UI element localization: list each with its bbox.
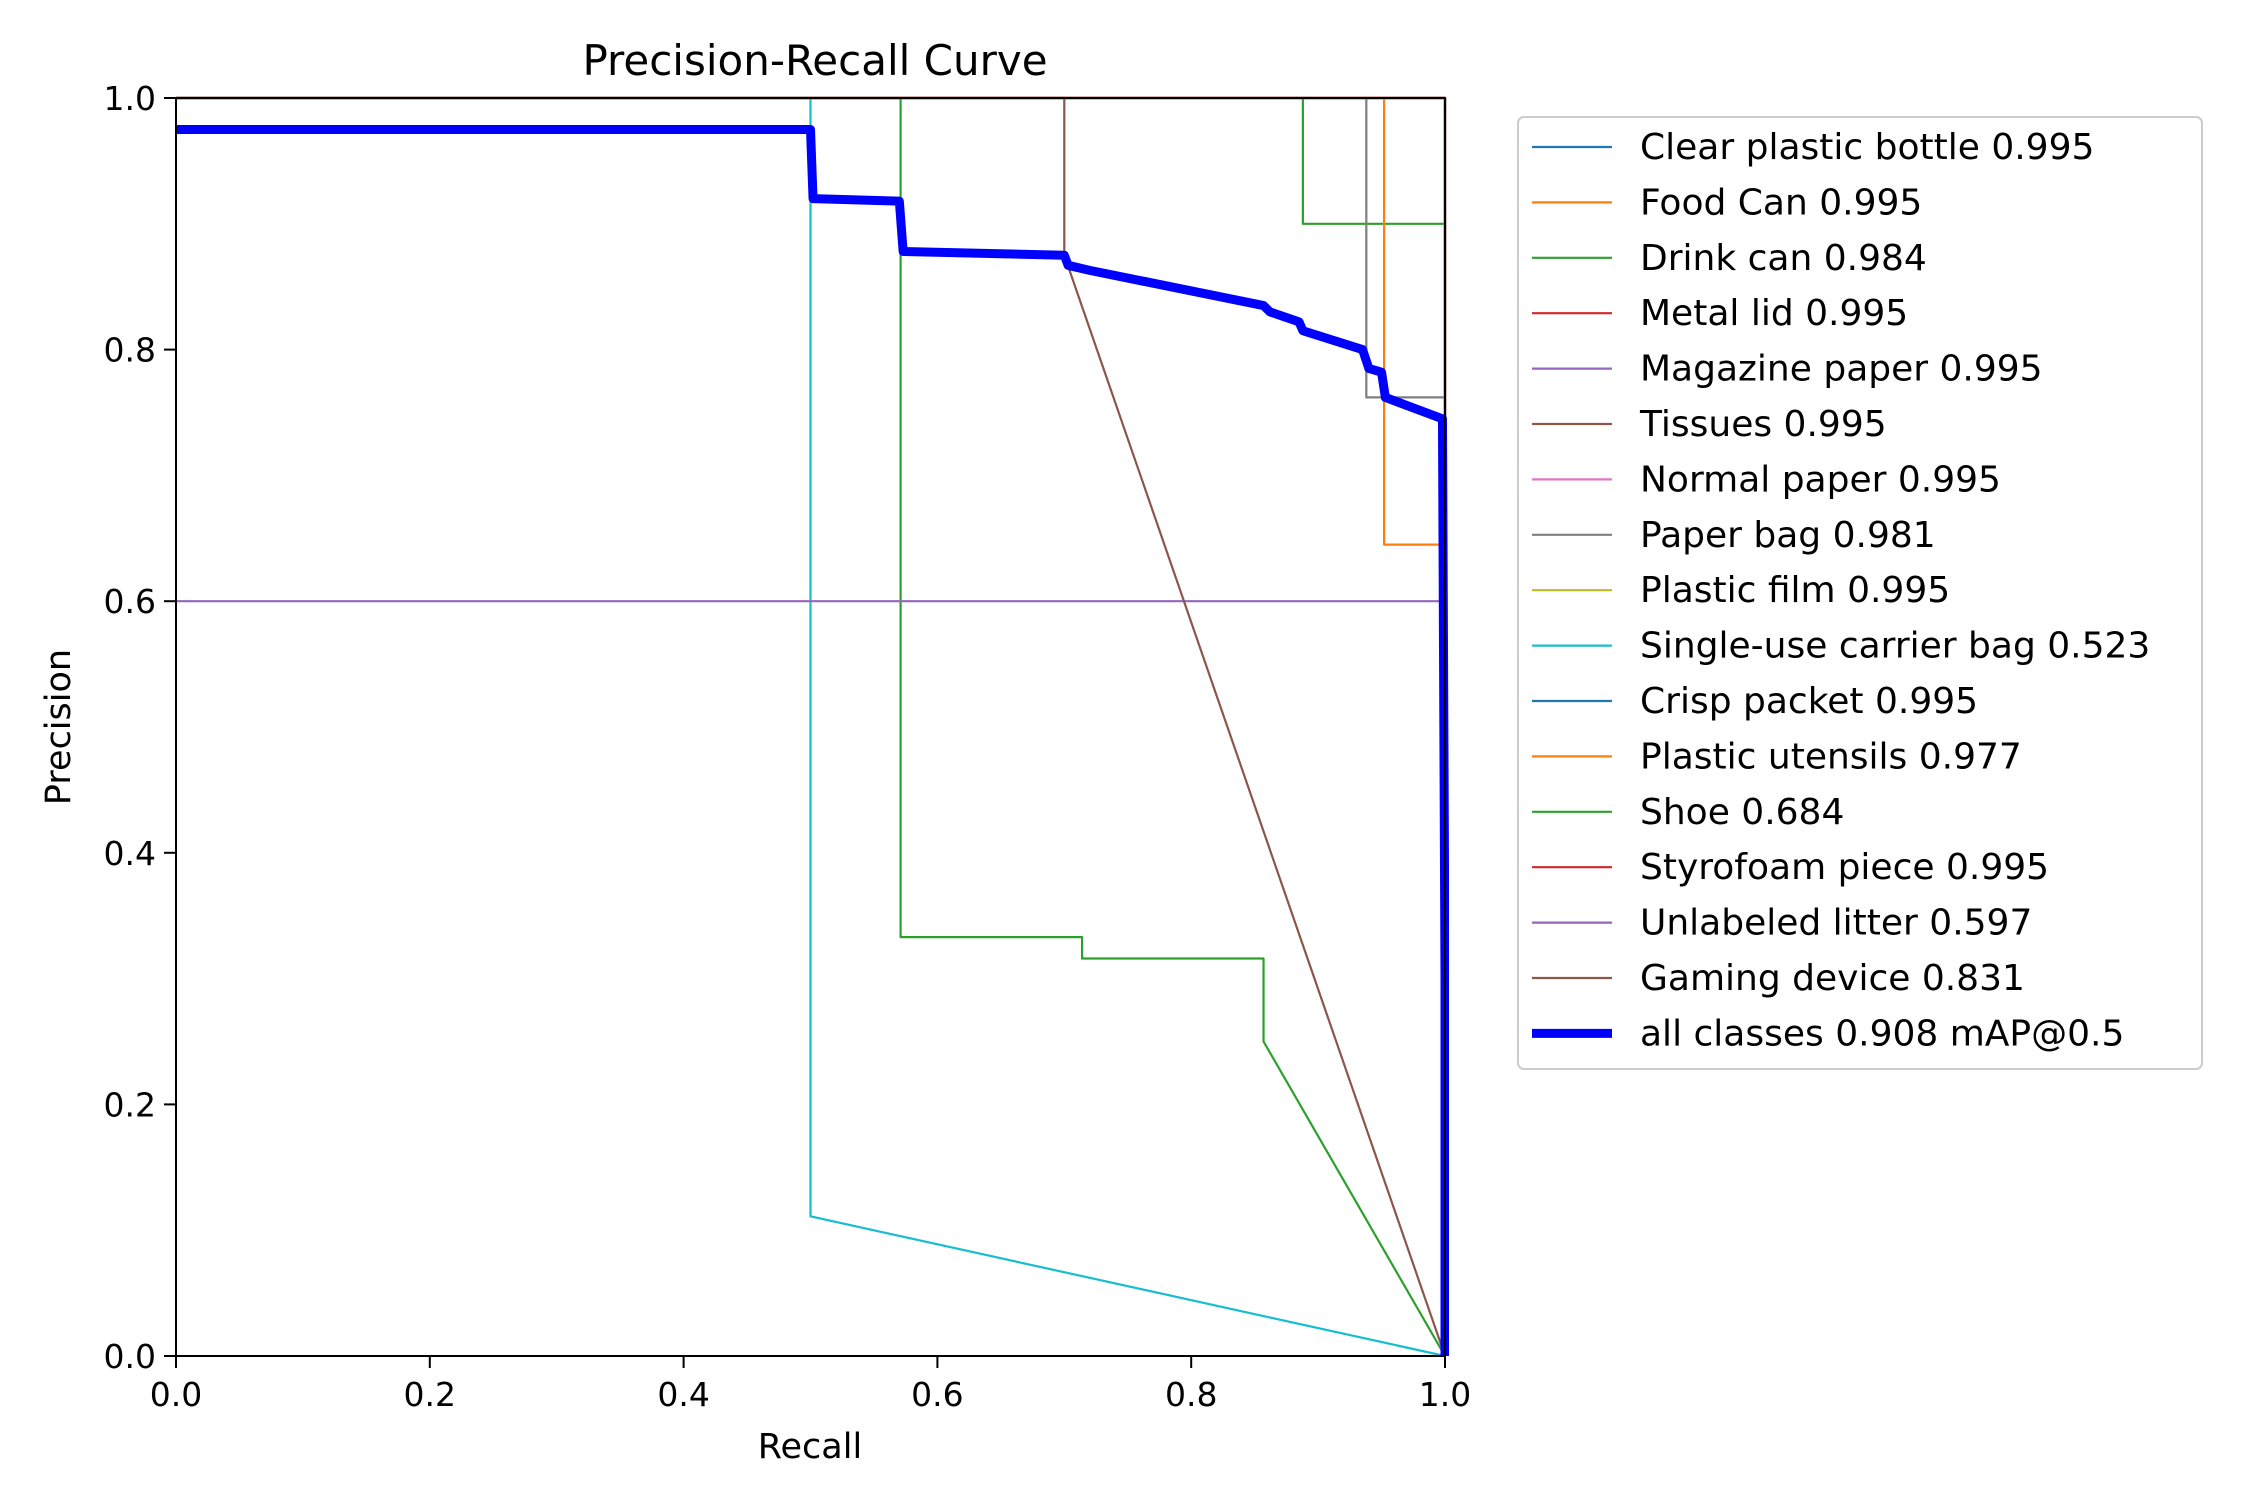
- x-tick-label: 0.8: [1165, 1375, 1217, 1414]
- legend-label-5: Tissues 0.995: [1639, 404, 1887, 445]
- legend-label-11: Plastic utensils 0.977: [1640, 736, 2022, 777]
- legend-label-4: Magazine paper 0.995: [1640, 349, 2043, 390]
- legend-label-6: Normal paper 0.995: [1640, 459, 2001, 500]
- y-axis-label: Precision: [39, 649, 79, 805]
- legend-label-16: all classes 0.908 mAP@0.5: [1640, 1013, 2124, 1054]
- x-tick-label: 0.2: [404, 1375, 456, 1414]
- y-tick-label: 0.0: [104, 1337, 156, 1376]
- legend-label-0: Clear plastic bottle 0.995: [1640, 127, 2094, 168]
- legend-label-7: Paper bag 0.981: [1640, 515, 1936, 556]
- plot-series: [176, 96, 1449, 1358]
- series-line-9: [176, 96, 1446, 1358]
- plot-frame: [175, 97, 1446, 1357]
- legend-label-15: Gaming device 0.831: [1640, 958, 2025, 999]
- x-tick-label: 1.0: [1419, 1375, 1471, 1414]
- legend-label-14: Unlabeled litter 0.597: [1640, 903, 2032, 944]
- axis-ticks: 0.0 0.2 0.4 0.6 0.8 1.0 0.0 0.2 0.4 0.6 0.8 1.0: [104, 79, 1472, 1414]
- y-tick-label: 0.4: [104, 834, 156, 873]
- y-tick-label: 0.8: [104, 331, 156, 370]
- legend-label-9: Single-use carrier bag 0.523: [1640, 626, 2150, 667]
- x-tick-label: 0.6: [911, 1375, 963, 1414]
- legend-items: Clear plastic bottle 0.995 Food Can 0.995…: [1532, 127, 2150, 1054]
- legend-label-3: Metal lid 0.995: [1640, 293, 1908, 334]
- chart-title: Precision-Recall Curve: [582, 36, 1047, 85]
- legend-label-10: Crisp packet 0.995: [1640, 681, 1978, 722]
- legend: Clear plastic bottle 0.995 Food Can 0.995…: [1517, 116, 2203, 1070]
- x-axis-label: Recall: [758, 1427, 862, 1467]
- legend-label-12: Shoe 0.684: [1640, 792, 1844, 833]
- series-line-16: [176, 124, 1449, 1356]
- x-tick-label: 0.4: [657, 1375, 709, 1414]
- y-tick-label: 0.2: [104, 1085, 156, 1124]
- legend-label-13: Styrofoam piece 0.995: [1640, 847, 2049, 888]
- x-tick-label: 0.0: [150, 1375, 202, 1414]
- legend-label-2: Drink can 0.984: [1640, 238, 1927, 279]
- legend-label-1: Food Can 0.995: [1640, 182, 1922, 223]
- y-tick-label: 0.6: [104, 582, 156, 621]
- legend-label-8: Plastic film 0.995: [1640, 570, 1950, 611]
- y-tick-label: 1.0: [104, 79, 156, 118]
- legend-frame: [1517, 116, 2203, 1070]
